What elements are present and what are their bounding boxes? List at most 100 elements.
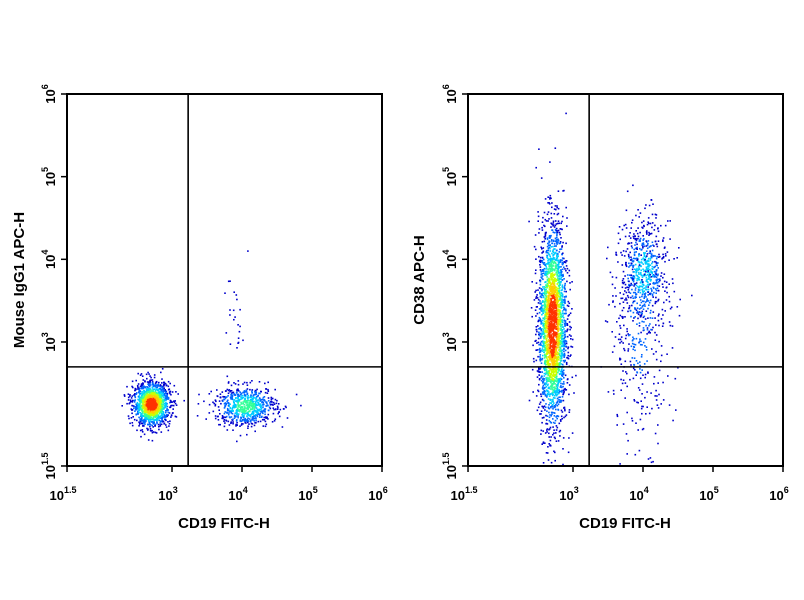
event-dot xyxy=(544,308,547,311)
event-dot xyxy=(542,247,545,249)
event-dot xyxy=(135,393,138,395)
event-dot xyxy=(560,266,562,268)
event-dot xyxy=(269,407,272,410)
event-dot xyxy=(246,402,249,404)
event-dot xyxy=(166,409,168,412)
event-dot xyxy=(543,300,545,303)
event-dot xyxy=(218,409,220,411)
event-dot xyxy=(560,341,562,343)
event-dot xyxy=(165,401,167,404)
event-dot xyxy=(170,401,172,403)
event-dot xyxy=(220,402,222,405)
event-dot xyxy=(640,269,642,272)
event-dot xyxy=(548,443,550,445)
event-dot xyxy=(545,422,547,425)
event-dot xyxy=(552,305,554,308)
event-dot xyxy=(565,296,567,298)
event-dot xyxy=(571,338,574,341)
event-dot xyxy=(543,267,546,270)
event-dot xyxy=(138,390,141,392)
event-dot xyxy=(562,372,565,374)
event-dot xyxy=(552,274,555,276)
event-dot xyxy=(546,282,549,285)
event-dot xyxy=(544,432,547,434)
event-dot xyxy=(559,284,561,286)
event-dot xyxy=(558,321,560,323)
event-dot xyxy=(641,276,644,279)
event-dot xyxy=(560,292,563,294)
event-dot xyxy=(239,406,242,409)
event-dot xyxy=(556,298,559,300)
event-dot xyxy=(550,332,552,334)
event-dot xyxy=(550,308,553,310)
event-dot xyxy=(548,367,550,369)
event-dot xyxy=(534,340,536,342)
event-dot xyxy=(169,401,171,404)
event-dot xyxy=(140,387,142,390)
event-dot xyxy=(635,230,637,232)
event-dot xyxy=(253,396,255,399)
event-dot xyxy=(149,425,151,428)
event-dot xyxy=(563,391,565,394)
event-dot xyxy=(228,402,230,405)
event-dot xyxy=(255,396,258,398)
event-dot xyxy=(543,292,546,295)
event-dot xyxy=(558,295,560,298)
event-dot xyxy=(561,315,563,318)
event-dot xyxy=(161,408,163,411)
event-dot xyxy=(228,403,230,406)
event-dot xyxy=(150,379,152,381)
event-dot xyxy=(550,217,553,219)
event-dot xyxy=(224,422,226,424)
event-dot xyxy=(547,260,549,262)
event-dot xyxy=(162,388,165,391)
event-dot xyxy=(226,409,229,412)
event-dot xyxy=(240,401,242,404)
event-dot xyxy=(548,428,551,430)
event-dot xyxy=(555,391,557,394)
event-dot xyxy=(549,331,552,333)
event-dot xyxy=(547,298,550,300)
event-dot xyxy=(551,278,554,281)
event-dot xyxy=(550,368,552,371)
event-dot xyxy=(147,371,149,374)
event-dot xyxy=(568,437,570,439)
event-dot xyxy=(269,404,272,406)
event-dot xyxy=(575,374,577,377)
event-dot xyxy=(231,410,233,412)
event-dot xyxy=(566,328,569,331)
event-dot xyxy=(564,374,567,377)
event-dot xyxy=(549,358,551,361)
event-dot xyxy=(561,351,563,354)
event-dot xyxy=(556,302,558,305)
event-dot xyxy=(651,329,653,331)
event-dot xyxy=(553,243,556,245)
event-dot xyxy=(140,373,143,375)
event-dot xyxy=(154,423,157,426)
event-dot xyxy=(232,429,234,431)
event-dot xyxy=(547,340,550,343)
event-dot xyxy=(566,357,569,359)
event-dot xyxy=(161,378,163,380)
event-dot xyxy=(155,398,158,401)
event-dot xyxy=(544,329,546,332)
event-dot xyxy=(160,399,162,402)
event-dot xyxy=(552,296,554,298)
event-dot xyxy=(557,403,560,406)
event-dot xyxy=(235,397,237,399)
event-dot xyxy=(555,280,557,282)
event-dot xyxy=(564,387,566,390)
event-dot xyxy=(554,205,557,207)
event-dot xyxy=(131,409,133,411)
event-dot xyxy=(152,410,154,412)
event-dot xyxy=(236,424,238,426)
event-dot xyxy=(561,306,563,309)
event-dot xyxy=(216,389,218,391)
event-dot xyxy=(619,314,622,317)
event-dot xyxy=(551,282,553,285)
event-dot xyxy=(160,371,162,374)
event-dot xyxy=(270,396,273,399)
event-dot xyxy=(263,399,265,402)
event-dot xyxy=(253,424,256,427)
event-dot xyxy=(565,112,567,115)
